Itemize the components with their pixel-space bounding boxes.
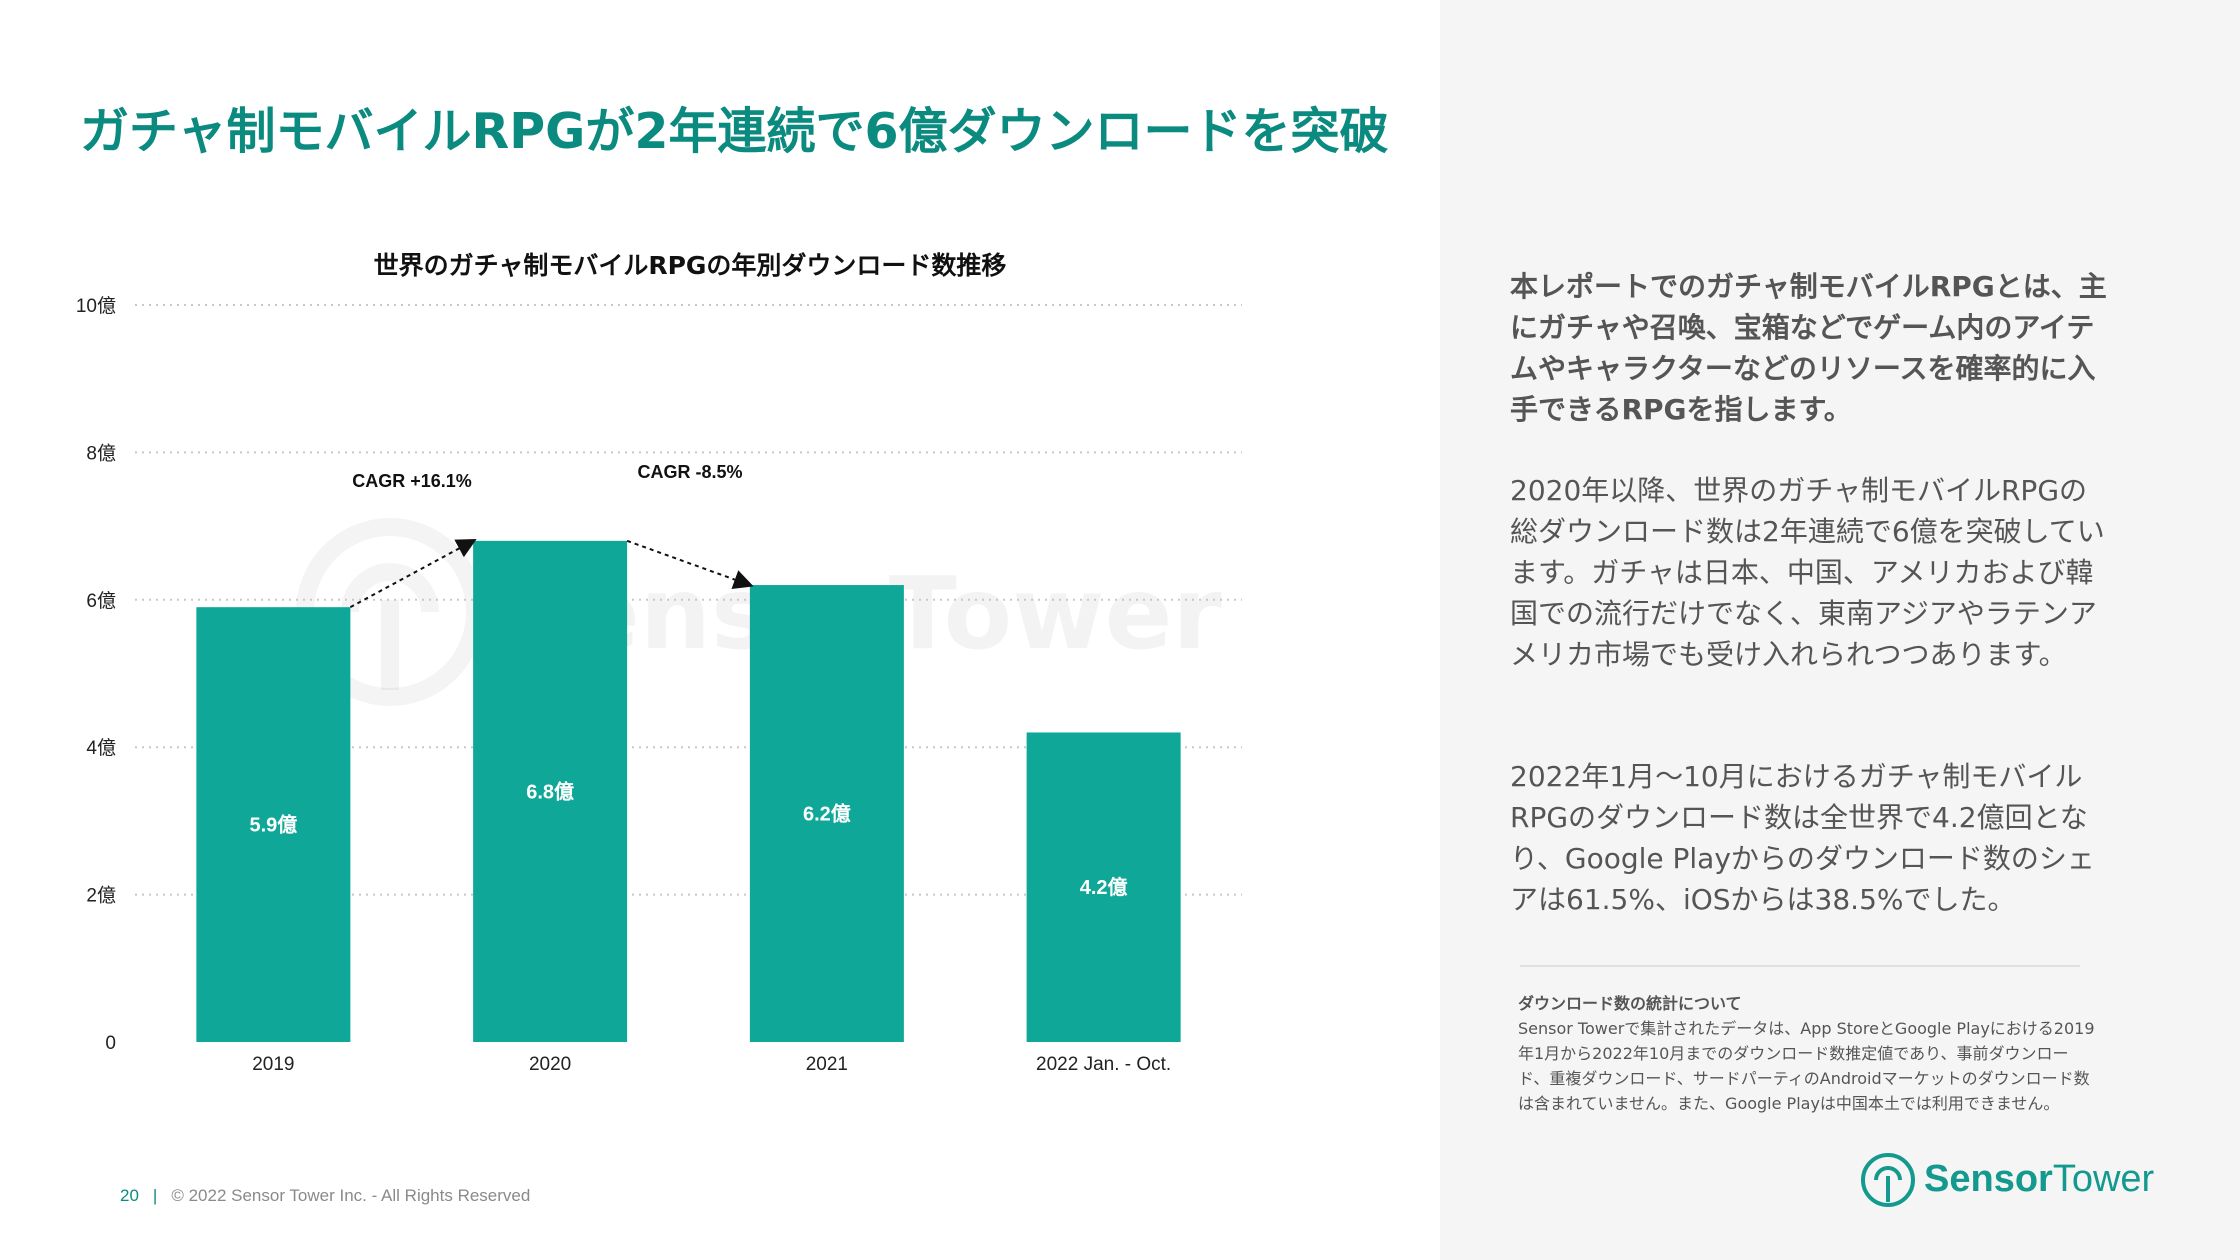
bar [749,585,904,1042]
y-tick-label: 8億 [86,442,116,464]
copyright: © 2022 Sensor Tower Inc. - All Rights Re… [171,1186,531,1205]
y-tick-label: 10億 [76,295,116,317]
bar-value-label: 5.9億 [249,813,297,837]
note-heading: ダウンロード数の統計について [1518,994,1742,1013]
cagr-annotations: CAGR +16.1% CAGR -8.5% [349,462,754,609]
sensor-tower-logo: SensorTower [1858,1150,2154,1210]
y-tick-label: 0 [105,1033,116,1054]
x-axis-ticks: 2019 2020 2021 2022 Jan. - Oct. [252,1054,1171,1075]
grid-lines [135,304,1242,896]
y-tick-label: 6億 [86,590,116,612]
x-tick-label: 2020 [529,1054,571,1075]
footer-separator: | [152,1186,158,1205]
cagr-arrow [626,539,754,590]
chart-title: 世界のガチャ制モバイルRPGの年別ダウンロード数推移 [373,251,1007,280]
page-title: ガチャ制モバイルRPGが2年連続で6億ダウンロードを突破 [80,103,1389,160]
bars: 5.9億 6.8億 6.2億 4.2億 [196,540,1181,1042]
cagr-label: CAGR +16.1% [352,471,472,491]
definition-paragraph: 本レポートでのガチャ制モバイルRPGとは、主にガチャや召喚、宝箱などでゲーム内の… [1510,270,2107,426]
y-tick-label: 4億 [86,737,116,759]
divider [1520,965,2080,967]
logo-text: SensorTower [1924,1158,2154,1201]
logo-icon [1861,1153,1915,1207]
y-axis-ticks: 0 2億 4億 6億 8億 10億 [76,295,116,1054]
right-panel [1440,0,2240,1260]
bar-value-label: 4.2億 [1080,875,1128,899]
cagr-label: CAGR -8.5% [637,462,742,482]
footer: 20 | © 2022 Sensor Tower Inc. - All Rights… [120,1186,530,1206]
logo-text-bold: Sensor [1924,1158,2053,1200]
bar [1026,732,1181,1042]
page-number: 20 [120,1186,139,1205]
y-tick-label: 2億 [86,885,116,907]
x-tick-label: 2022 Jan. - Oct. [1036,1054,1171,1075]
summary-paragraph: 2022年1月〜10月におけるガチャ制モバイルRPGのダウンロード数は全世界で4… [1510,760,2095,916]
logo-text-light: Tower [2052,1158,2155,1200]
bar-value-label: 6.2億 [803,802,851,826]
note-body: Sensor Towerで集計されたデータは、App StoreとGoogle … [1518,1019,2095,1113]
trend-paragraph: 2020年以降、世界のガチャ制モバイルRPGの総ダウンロード数は2年連続で6億を… [1510,474,2105,671]
bar [473,540,628,1042]
bar [196,607,351,1042]
watermark-icon-arc [341,563,439,613]
x-tick-label: 2021 [806,1054,848,1075]
bar-value-label: 6.8億 [526,779,574,803]
x-tick-label: 2019 [252,1054,294,1075]
